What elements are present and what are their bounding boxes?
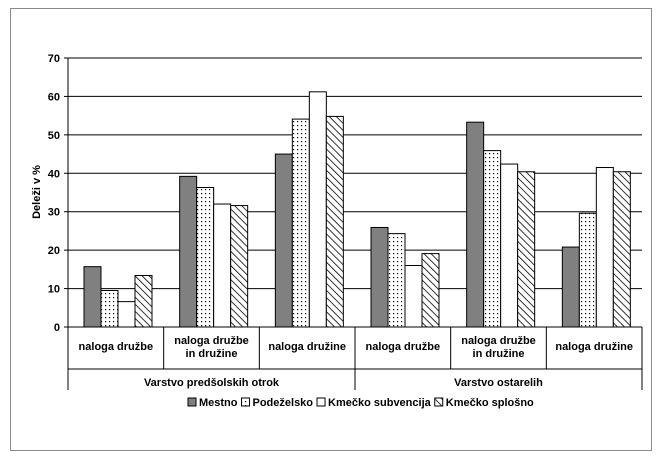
y-axis-label: Deleži v %: [31, 165, 43, 219]
bar-kmečko-splošno: [517, 171, 536, 328]
legend-swatch: [434, 397, 444, 407]
y-tick-label: 60: [48, 91, 60, 103]
bar-mestno: [466, 121, 485, 328]
bar-kmečko-subvencija: [500, 163, 519, 328]
x-tick-label: naloga družbe: [79, 341, 154, 353]
bar-kmečko-subvencija: [213, 203, 232, 328]
bar-podeželsko: [387, 233, 406, 328]
bar-mestno: [274, 153, 293, 328]
bar-podeželsko: [578, 212, 597, 328]
y-axis-ticks: 0 10 20 30 40 50 60 70: [48, 53, 68, 334]
bar-mestno: [370, 226, 389, 328]
axes: [67, 58, 643, 390]
x-tick-label: naloga družbe: [366, 341, 441, 353]
y-tick-label: 10: [48, 284, 60, 296]
legend-swatch: [241, 397, 250, 407]
bar-kmečko-subvencija: [308, 91, 327, 328]
legend-label: Kmečko subvencija: [328, 397, 432, 409]
bar-kmečko-splošno: [325, 115, 344, 328]
y-tick-label: 40: [48, 168, 60, 180]
legend-label: Podeželsko: [253, 397, 314, 409]
bar-kmečko-splošno: [421, 253, 440, 328]
bars: [83, 91, 631, 328]
bar-podeželsko: [196, 187, 215, 328]
y-tick-label: 0: [54, 322, 60, 334]
gridlines: [68, 57, 642, 328]
x-tick-label: naloga družbe: [174, 335, 249, 347]
bar-kmečko-splošno: [134, 275, 153, 328]
bar-kmečko-subvencija: [595, 167, 614, 328]
y-tick-label: 50: [48, 130, 60, 142]
x-tick-label: in družine: [186, 348, 238, 360]
x-tick-label: naloga družine: [268, 341, 346, 353]
bar-kmečko-splošno: [612, 171, 631, 328]
bar-kmečko-subvencija: [404, 265, 423, 328]
legend-swatch: [316, 397, 326, 407]
legend-swatch: [187, 397, 197, 407]
y-tick-label: 30: [48, 207, 60, 219]
bar-mestno: [561, 246, 580, 328]
x-tick-label: naloga družbe: [461, 335, 536, 347]
bar-kmečko-subvencija: [117, 301, 136, 328]
group-labels: Varstvo predšolskih otrok Varstvo ostarel…: [144, 377, 543, 389]
bar-mestno: [83, 266, 102, 328]
bar-podeželsko: [100, 289, 119, 328]
bar-podeželsko: [483, 150, 502, 328]
group-label: Varstvo predšolskih otrok: [144, 377, 280, 389]
bar-podeželsko: [291, 118, 310, 328]
x-tick-label: naloga družine: [555, 341, 633, 353]
y-tick-label: 70: [48, 53, 60, 65]
bar-kmečko-splošno: [230, 205, 249, 328]
bar-mestno: [179, 175, 198, 328]
group-label: Varstvo ostarelih: [454, 377, 543, 389]
legend-label: Kmečko splošno: [446, 397, 534, 409]
legend-label: Mestno: [199, 397, 238, 409]
x-tick-label: in družine: [473, 348, 525, 360]
y-tick-label: 20: [48, 245, 60, 257]
legend: Mestno Podeželsko Kmečko subvencija Kmečko …: [187, 397, 534, 409]
